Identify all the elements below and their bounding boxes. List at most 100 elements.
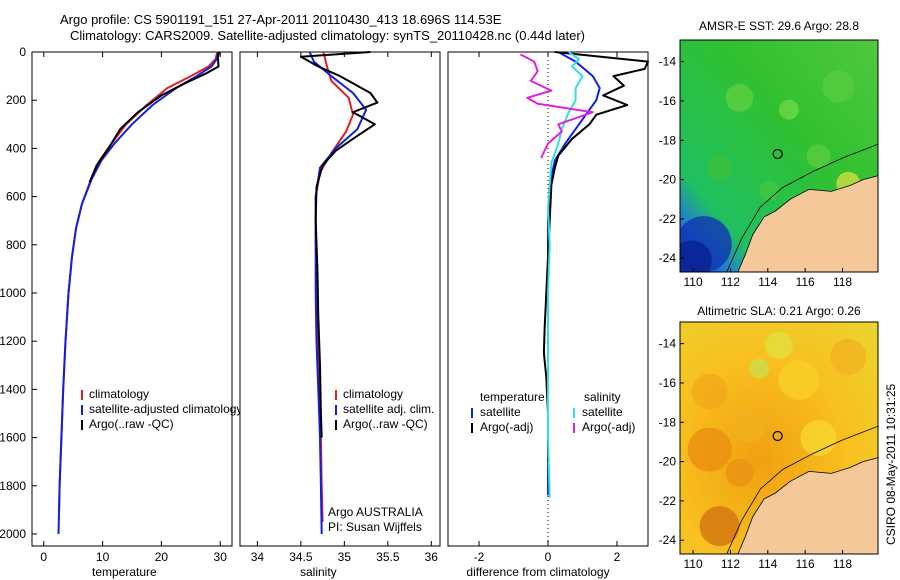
- x-tick-label: 2: [614, 550, 621, 564]
- legend-label: Argo(..raw -QC): [89, 417, 174, 431]
- x-axis-label: salinity: [300, 565, 337, 579]
- y-tick-label: 1000: [0, 286, 26, 300]
- map-texture-blob: [733, 410, 766, 443]
- map-texture-blob: [725, 458, 754, 487]
- legend-title-salinity: salinity: [584, 390, 621, 404]
- map-texture-blob: [778, 99, 799, 120]
- map-texture-blob: [749, 358, 770, 379]
- series-line-temperature-argo-adj-: [542, 51, 649, 462]
- y-tick-label: 800: [6, 238, 26, 252]
- y-tick-label: 2000: [0, 527, 26, 541]
- x-tick-label: 20: [155, 550, 169, 564]
- legend-label: satellite: [582, 405, 623, 419]
- chart-title-line2: Climatology: CARS2009. Satellite-adjuste…: [70, 28, 585, 43]
- map-x-tick-label: 116: [796, 557, 815, 571]
- y-tick-label: 1600: [0, 431, 26, 445]
- plot-frame-temperature: [31, 51, 233, 547]
- map-frame: [679, 321, 879, 555]
- map-texture-blob: [759, 180, 780, 201]
- map-y-tick-label: -24: [659, 251, 677, 265]
- map-x-tick-label: 112: [721, 557, 740, 571]
- land-mass: [737, 175, 878, 272]
- series-line-salinity-argo-adj-: [519, 53, 594, 159]
- map-title: AMSR-E SST: 29.6 Argo: 28.8: [699, 19, 859, 33]
- legend-label: Argo(-adj): [582, 420, 635, 434]
- y-tick-label: 1200: [0, 334, 26, 348]
- map-y-tick-label: -14: [659, 337, 677, 351]
- legend-label: climatology: [343, 387, 403, 401]
- map-x-tick-label: 110: [684, 557, 703, 571]
- x-tick-label: 34: [251, 550, 265, 564]
- x-tick-label: 0: [545, 550, 552, 564]
- x-tick-label: -2: [474, 550, 485, 564]
- argo-location-marker: [772, 430, 783, 442]
- map-y-tick-label: -22: [659, 494, 677, 508]
- map-texture-blob: [830, 338, 867, 375]
- map-frame: [679, 39, 879, 273]
- legend-title-temperature: temperature: [480, 390, 545, 404]
- map-sst-map: AMSR-E SST: 29.6 Argo: 28.8 110 112 114 116 1…: [659, 19, 879, 289]
- legend-label: satellite-adjusted climatology: [89, 402, 242, 416]
- map-texture-blob: [822, 70, 855, 103]
- map-y-tick-label: -16: [659, 94, 677, 108]
- x-tick-label: 0: [40, 550, 47, 564]
- x-axis-label: difference from climatology: [466, 565, 609, 579]
- map-field: [680, 322, 878, 554]
- map-x-tick-label: 118: [833, 557, 852, 571]
- map-y-tick-label: -16: [659, 376, 677, 390]
- map-texture-blob: [680, 240, 712, 272]
- series-line-salinity-satellite: [547, 51, 584, 498]
- x-axis-label: temperature: [92, 565, 157, 579]
- map-texture-blob: [687, 427, 732, 472]
- annotation-text: PI: Susan Wijffels: [328, 520, 422, 534]
- map-y-tick-label: -18: [659, 133, 677, 147]
- map-texture-blob: [806, 144, 831, 168]
- series-line-argo-raw-qc-: [88, 51, 221, 183]
- x-tick-label: 34.5: [289, 550, 313, 564]
- legend-label: satellite adj. clim.: [343, 402, 434, 416]
- panel-difference: -2 0 2 difference from climatology temperatu…: [447, 51, 649, 579]
- map-texture-blob: [778, 360, 819, 400]
- legend-label: climatology: [89, 387, 149, 401]
- x-tick-label: 30: [214, 550, 228, 564]
- map-sla-map: Altimetric SLA: 0.21 Argo: 0.26 110 112 114…: [659, 304, 879, 571]
- annotation-text: Argo AUSTRALIA: [328, 505, 423, 519]
- series-line-argo-raw-qc-: [299, 51, 379, 438]
- map-x-tick-label: 110: [684, 275, 703, 289]
- land-mass: [737, 457, 878, 554]
- map-title: Altimetric SLA: 0.21 Argo: 0.26: [697, 304, 861, 318]
- map-x-tick-label: 114: [758, 275, 777, 289]
- legend-label: Argo(-adj): [480, 420, 533, 434]
- map-y-tick-label: -20: [659, 455, 677, 469]
- map-y-tick-label: -14: [659, 55, 677, 69]
- y-tick-label: 400: [6, 141, 26, 155]
- map-x-tick-label: 118: [833, 275, 852, 289]
- shelf-contour: [726, 143, 878, 272]
- map-x-tick-label: 116: [796, 275, 815, 289]
- map-texture-blob: [725, 84, 754, 112]
- shelf-contour: [726, 425, 878, 554]
- panel-temperature: 0 10 20 30 0 200 400 600 800 1000 1200 1400 1600 1800…: [0, 45, 242, 579]
- map-texture-blob: [699, 506, 740, 547]
- panel-salinity: 34 34.5 35 35.5 36 salinity climatologysatelli…: [239, 51, 441, 579]
- argo-location-marker: [772, 148, 783, 160]
- map-y-tick-label: -24: [659, 533, 677, 547]
- legend-label: Argo(..raw -QC): [343, 417, 428, 431]
- legend-label: satellite: [480, 405, 521, 419]
- map-y-tick-label: -20: [659, 173, 677, 187]
- y-tick-label: 200: [6, 93, 26, 107]
- map-texture-blob: [765, 331, 793, 360]
- y-tick-label: 600: [6, 190, 26, 204]
- timestamp-stamp: CSIRO 08-May-2011 10:31:25: [884, 383, 898, 545]
- map-texture-blob: [691, 373, 728, 410]
- x-tick-label: 10: [96, 550, 110, 564]
- plot-frame-salinity: [239, 51, 441, 547]
- map-x-tick-label: 114: [758, 557, 777, 571]
- y-tick-label: 1400: [0, 382, 26, 396]
- map-y-tick-label: -18: [659, 415, 677, 429]
- x-tick-label: 35: [338, 550, 352, 564]
- x-tick-label: 36: [425, 550, 439, 564]
- map-y-tick-label: -22: [659, 212, 677, 226]
- map-field: [680, 40, 878, 272]
